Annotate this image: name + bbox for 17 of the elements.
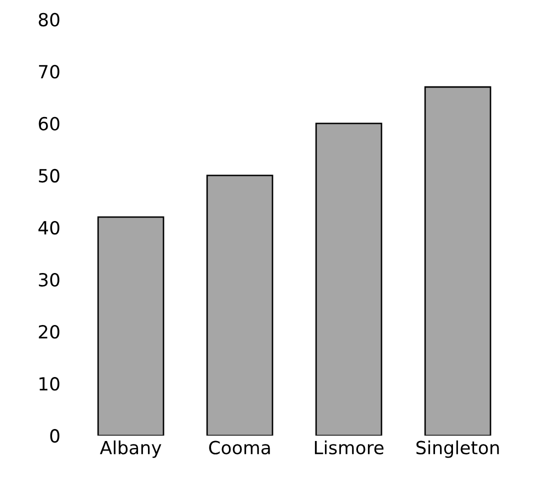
y-tick-label: 80 [38,12,60,26]
bar [97,216,164,436]
x-tick-label: Singleton [416,440,499,458]
bar [315,122,382,436]
y-tick-label: 60 [38,116,60,131]
x-tick-label: Cooma [209,440,270,454]
y-tick-label: 50 [38,168,60,183]
bar [424,86,492,436]
y-tick-label: 0 [50,429,60,443]
x-tick-label: Lismore [314,440,384,454]
y-tick-label: 20 [38,325,60,339]
y-tick-label: 70 [39,64,60,79]
y-tick-label: 40 [38,220,60,235]
y-tick-label: 10 [40,377,60,391]
bar [206,174,274,436]
y-tick-label: 30 [38,272,60,287]
x-tick-label: Albany [100,440,162,458]
